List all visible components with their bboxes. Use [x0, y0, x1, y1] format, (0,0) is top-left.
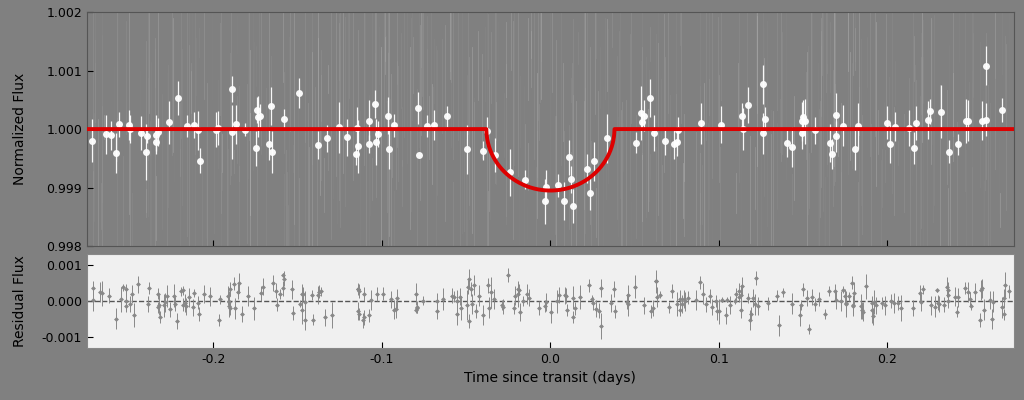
X-axis label: Time since transit (days): Time since transit (days) [465, 372, 636, 386]
Y-axis label: Normalized Flux: Normalized Flux [13, 73, 27, 185]
Y-axis label: Residual Flux: Residual Flux [13, 255, 27, 347]
